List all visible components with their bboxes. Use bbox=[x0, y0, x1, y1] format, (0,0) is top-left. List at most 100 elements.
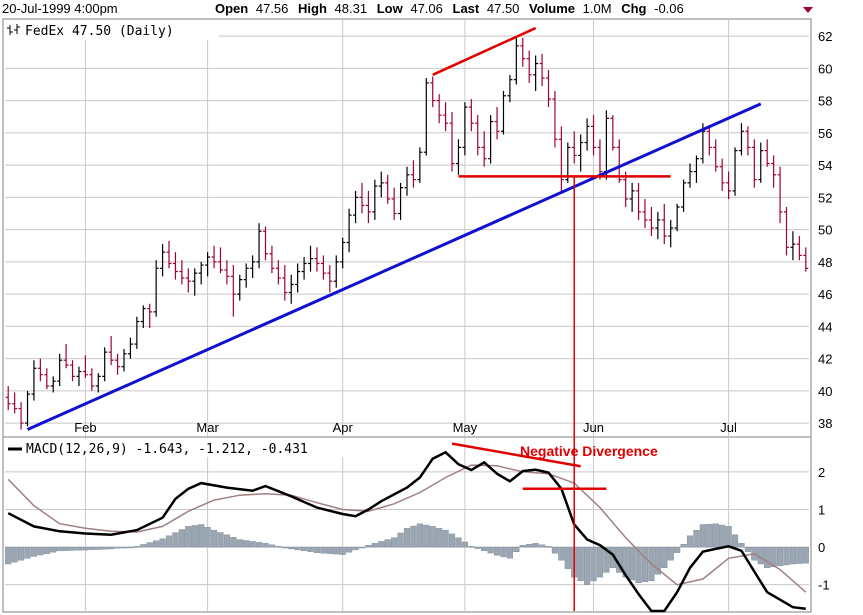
ohlc-bar bbox=[520, 37, 526, 67]
ohlc-bar bbox=[378, 171, 384, 198]
ohlc-bar bbox=[758, 142, 764, 183]
histogram-bar bbox=[313, 546, 321, 553]
ohlc-bar bbox=[44, 368, 50, 390]
histogram-bar bbox=[165, 535, 173, 548]
ohlc-bar bbox=[726, 171, 732, 199]
histogram-bar bbox=[667, 546, 674, 561]
histogram-bar bbox=[590, 546, 597, 582]
month-label: Mar bbox=[196, 420, 219, 435]
histogram-bar bbox=[30, 546, 38, 557]
histogram-bar bbox=[24, 546, 31, 559]
histogram-bar bbox=[178, 529, 185, 548]
histogram-bar bbox=[88, 546, 95, 550]
histogram-bar bbox=[789, 546, 797, 565]
price-y-tick: 60 bbox=[818, 61, 832, 76]
high-label: High bbox=[298, 1, 327, 16]
histogram-bar bbox=[37, 546, 44, 556]
ohlc-bar bbox=[198, 261, 204, 285]
histogram-bar bbox=[680, 544, 687, 548]
month-label: May bbox=[453, 420, 478, 435]
negative-divergence-label: Negative Divergence bbox=[520, 443, 658, 459]
histogram-bar bbox=[641, 546, 649, 583]
histogram-bar bbox=[436, 528, 443, 548]
price-high-line bbox=[432, 26, 537, 76]
histogram-bar bbox=[564, 546, 571, 569]
ohlc-bar bbox=[526, 50, 532, 83]
histogram-bar bbox=[506, 546, 514, 559]
ohlc-bar bbox=[82, 355, 88, 378]
price-bars bbox=[5, 37, 809, 430]
histogram-bar bbox=[731, 534, 739, 548]
ohlc-bar bbox=[230, 265, 236, 317]
histogram-bar bbox=[461, 541, 468, 548]
ohlc-bar bbox=[282, 265, 288, 301]
macd-y-tick: 2 bbox=[818, 465, 825, 480]
ohlc-bar bbox=[771, 155, 777, 188]
histogram-bar bbox=[153, 540, 160, 548]
ohlc-bar bbox=[211, 245, 217, 269]
ohlc-bar bbox=[308, 245, 314, 272]
histogram-bar bbox=[661, 546, 668, 568]
quote-header: 20-Jul-1999 4:00pm Open 47.56 High 48.31… bbox=[2, 1, 813, 16]
ohlc-bar bbox=[500, 90, 506, 135]
histogram-bar bbox=[468, 546, 475, 548]
histogram-bar bbox=[133, 546, 140, 548]
macd-y-tick: -1 bbox=[818, 578, 830, 593]
ohlc-bar bbox=[674, 203, 680, 232]
ohlc-bar bbox=[95, 373, 101, 393]
histogram-bar bbox=[423, 524, 430, 548]
ohlc-bar bbox=[732, 147, 738, 196]
ohlc-bar bbox=[713, 139, 719, 172]
histogram-bar bbox=[281, 546, 288, 549]
ohlc-bar bbox=[179, 260, 185, 285]
histogram-bar bbox=[320, 546, 327, 554]
histogram-bar bbox=[275, 545, 282, 548]
ohlc-bar bbox=[327, 265, 333, 293]
price-legend-bg bbox=[5, 20, 219, 40]
histogram-bar bbox=[17, 546, 25, 561]
histogram-bar bbox=[346, 546, 353, 553]
ohlc-bar bbox=[76, 366, 82, 387]
macd-histogram bbox=[5, 523, 809, 585]
price-y-tick: 58 bbox=[818, 94, 832, 109]
macd-legend-text: MACD(12,26,9) -1.643, -1.212, -0.431 bbox=[26, 442, 308, 457]
histogram-bar bbox=[699, 524, 706, 548]
histogram-bar bbox=[545, 546, 552, 548]
histogram-bar bbox=[584, 546, 591, 585]
open-label: Open bbox=[215, 1, 248, 16]
chg-label: Chg bbox=[621, 1, 646, 16]
ohlc-bar bbox=[147, 303, 153, 328]
ohlc-bar bbox=[340, 237, 346, 269]
price-y-axis: 62 60 58 56 54 52 50 48 46 44 42 40 38 bbox=[818, 29, 832, 431]
histogram-bar bbox=[635, 546, 642, 583]
ohlc-bar bbox=[533, 55, 539, 91]
ohlc-bar bbox=[121, 348, 127, 372]
ohlc-bar bbox=[127, 337, 133, 359]
ohlc-bar bbox=[591, 115, 597, 156]
ohlc-bar bbox=[250, 255, 256, 278]
ohlc-bar bbox=[719, 158, 725, 191]
ohlc-bar-icon bbox=[7, 24, 20, 35]
histogram-bar bbox=[127, 546, 134, 549]
histogram-bar bbox=[706, 523, 713, 548]
macd-y-tick: 1 bbox=[818, 502, 825, 517]
ohlc-bar bbox=[642, 198, 648, 228]
histogram-bar bbox=[416, 523, 423, 548]
ohlc-bar bbox=[648, 207, 654, 237]
price-y-tick: 40 bbox=[818, 384, 832, 399]
histogram-bar bbox=[744, 546, 751, 552]
ohlc-bar bbox=[745, 126, 751, 156]
last-value: 47.50 bbox=[487, 1, 520, 16]
histogram-bar bbox=[378, 541, 385, 548]
ohlc-bar bbox=[430, 76, 436, 108]
ohlc-bar bbox=[468, 99, 474, 132]
ohlc-bar bbox=[185, 268, 191, 293]
macd-line bbox=[7, 450, 806, 613]
histogram-bar bbox=[796, 546, 803, 564]
histogram-bar bbox=[243, 540, 250, 548]
histogram-bar bbox=[159, 538, 166, 548]
ohlc-bar bbox=[31, 360, 37, 401]
histogram-bar bbox=[56, 546, 63, 552]
ohlc-bar bbox=[494, 107, 500, 140]
